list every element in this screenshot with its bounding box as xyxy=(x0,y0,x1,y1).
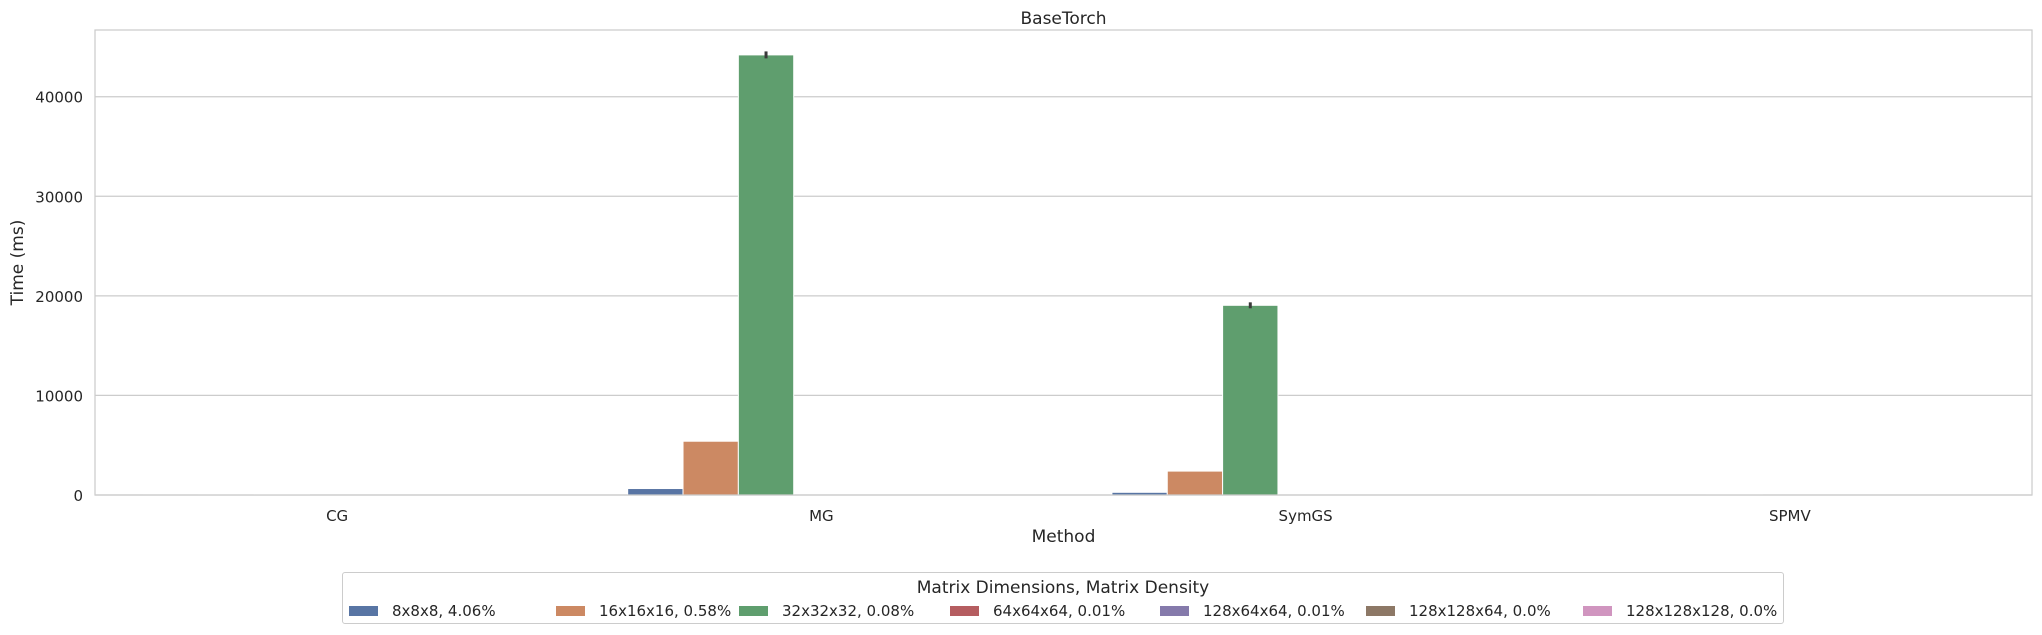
y-tick-label: 30000 xyxy=(35,188,83,206)
plot-frame xyxy=(94,29,2033,496)
legend-label: 128x128x64, 0.0% xyxy=(1409,602,1551,620)
y-tick-label: 40000 xyxy=(35,89,83,107)
bar xyxy=(682,440,739,496)
x-tick-label: MG xyxy=(809,507,834,525)
bar xyxy=(627,488,684,496)
y-tick-label: 20000 xyxy=(35,288,83,306)
legend-swatch xyxy=(1160,606,1189,616)
legend: Matrix Dimensions, Matrix Density 8x8x8,… xyxy=(342,572,1784,624)
y-tick-label: 10000 xyxy=(35,387,83,405)
legend-label: 128x128x128, 0.0% xyxy=(1626,602,1778,620)
legend-swatch xyxy=(739,606,768,616)
legend-label: 128x64x64, 0.01% xyxy=(1203,602,1345,620)
legend-item: 8x8x8, 4.06% xyxy=(349,601,496,621)
y-tick-labels: 0 10000 20000 30000 40000 xyxy=(35,89,83,505)
legend-title: Matrix Dimensions, Matrix Density xyxy=(916,578,1210,598)
legend-swatch xyxy=(349,606,378,616)
x-tick-label: SPMV xyxy=(1769,507,1812,525)
legend-swatch xyxy=(1583,606,1612,616)
y-axis-label: Time (ms) xyxy=(8,220,28,307)
legend-item: 128x64x64, 0.01% xyxy=(1160,601,1345,621)
legend-label: 8x8x8, 4.06% xyxy=(392,602,496,620)
x-tick-labels: CG MG SymGS SPMV xyxy=(326,507,1811,525)
grid-layer xyxy=(95,96,2032,496)
chart-title: BaseTorch xyxy=(1020,9,1106,29)
x-tick-label: SymGS xyxy=(1279,507,1333,525)
x-tick-label: CG xyxy=(326,507,348,525)
bars-layer xyxy=(142,54,1763,496)
legend-label: 32x32x32, 0.08% xyxy=(782,602,915,620)
bar xyxy=(1222,304,1279,496)
legend-label: 16x16x16, 0.58% xyxy=(599,602,732,620)
bar xyxy=(737,54,795,496)
x-axis-label: Method xyxy=(1032,527,1096,547)
legend-item: 128x128x64, 0.0% xyxy=(1366,601,1551,621)
legend-item: 32x32x32, 0.08% xyxy=(739,601,914,621)
legend-item: 16x16x16, 0.58% xyxy=(556,601,731,621)
legend-items: 8x8x8, 4.06% 16x16x16, 0.58% 32x32x32, 0.0… xyxy=(349,601,1777,621)
legend-item: 128x128x128, 0.0% xyxy=(1583,601,1777,621)
legend-swatch xyxy=(1366,606,1395,616)
legend-item: 64x64x64, 0.01% xyxy=(950,601,1125,621)
legend-label: 64x64x64, 0.01% xyxy=(993,602,1126,620)
legend-swatch xyxy=(950,606,979,616)
y-tick-label: 0 xyxy=(73,487,83,505)
legend-swatch xyxy=(556,606,585,616)
bar-chart: 0 10000 20000 30000 40000 CG MG SymGS SPMV Base… xyxy=(8,9,2033,547)
error-bars-layer xyxy=(764,51,1252,309)
bar xyxy=(1166,470,1224,496)
